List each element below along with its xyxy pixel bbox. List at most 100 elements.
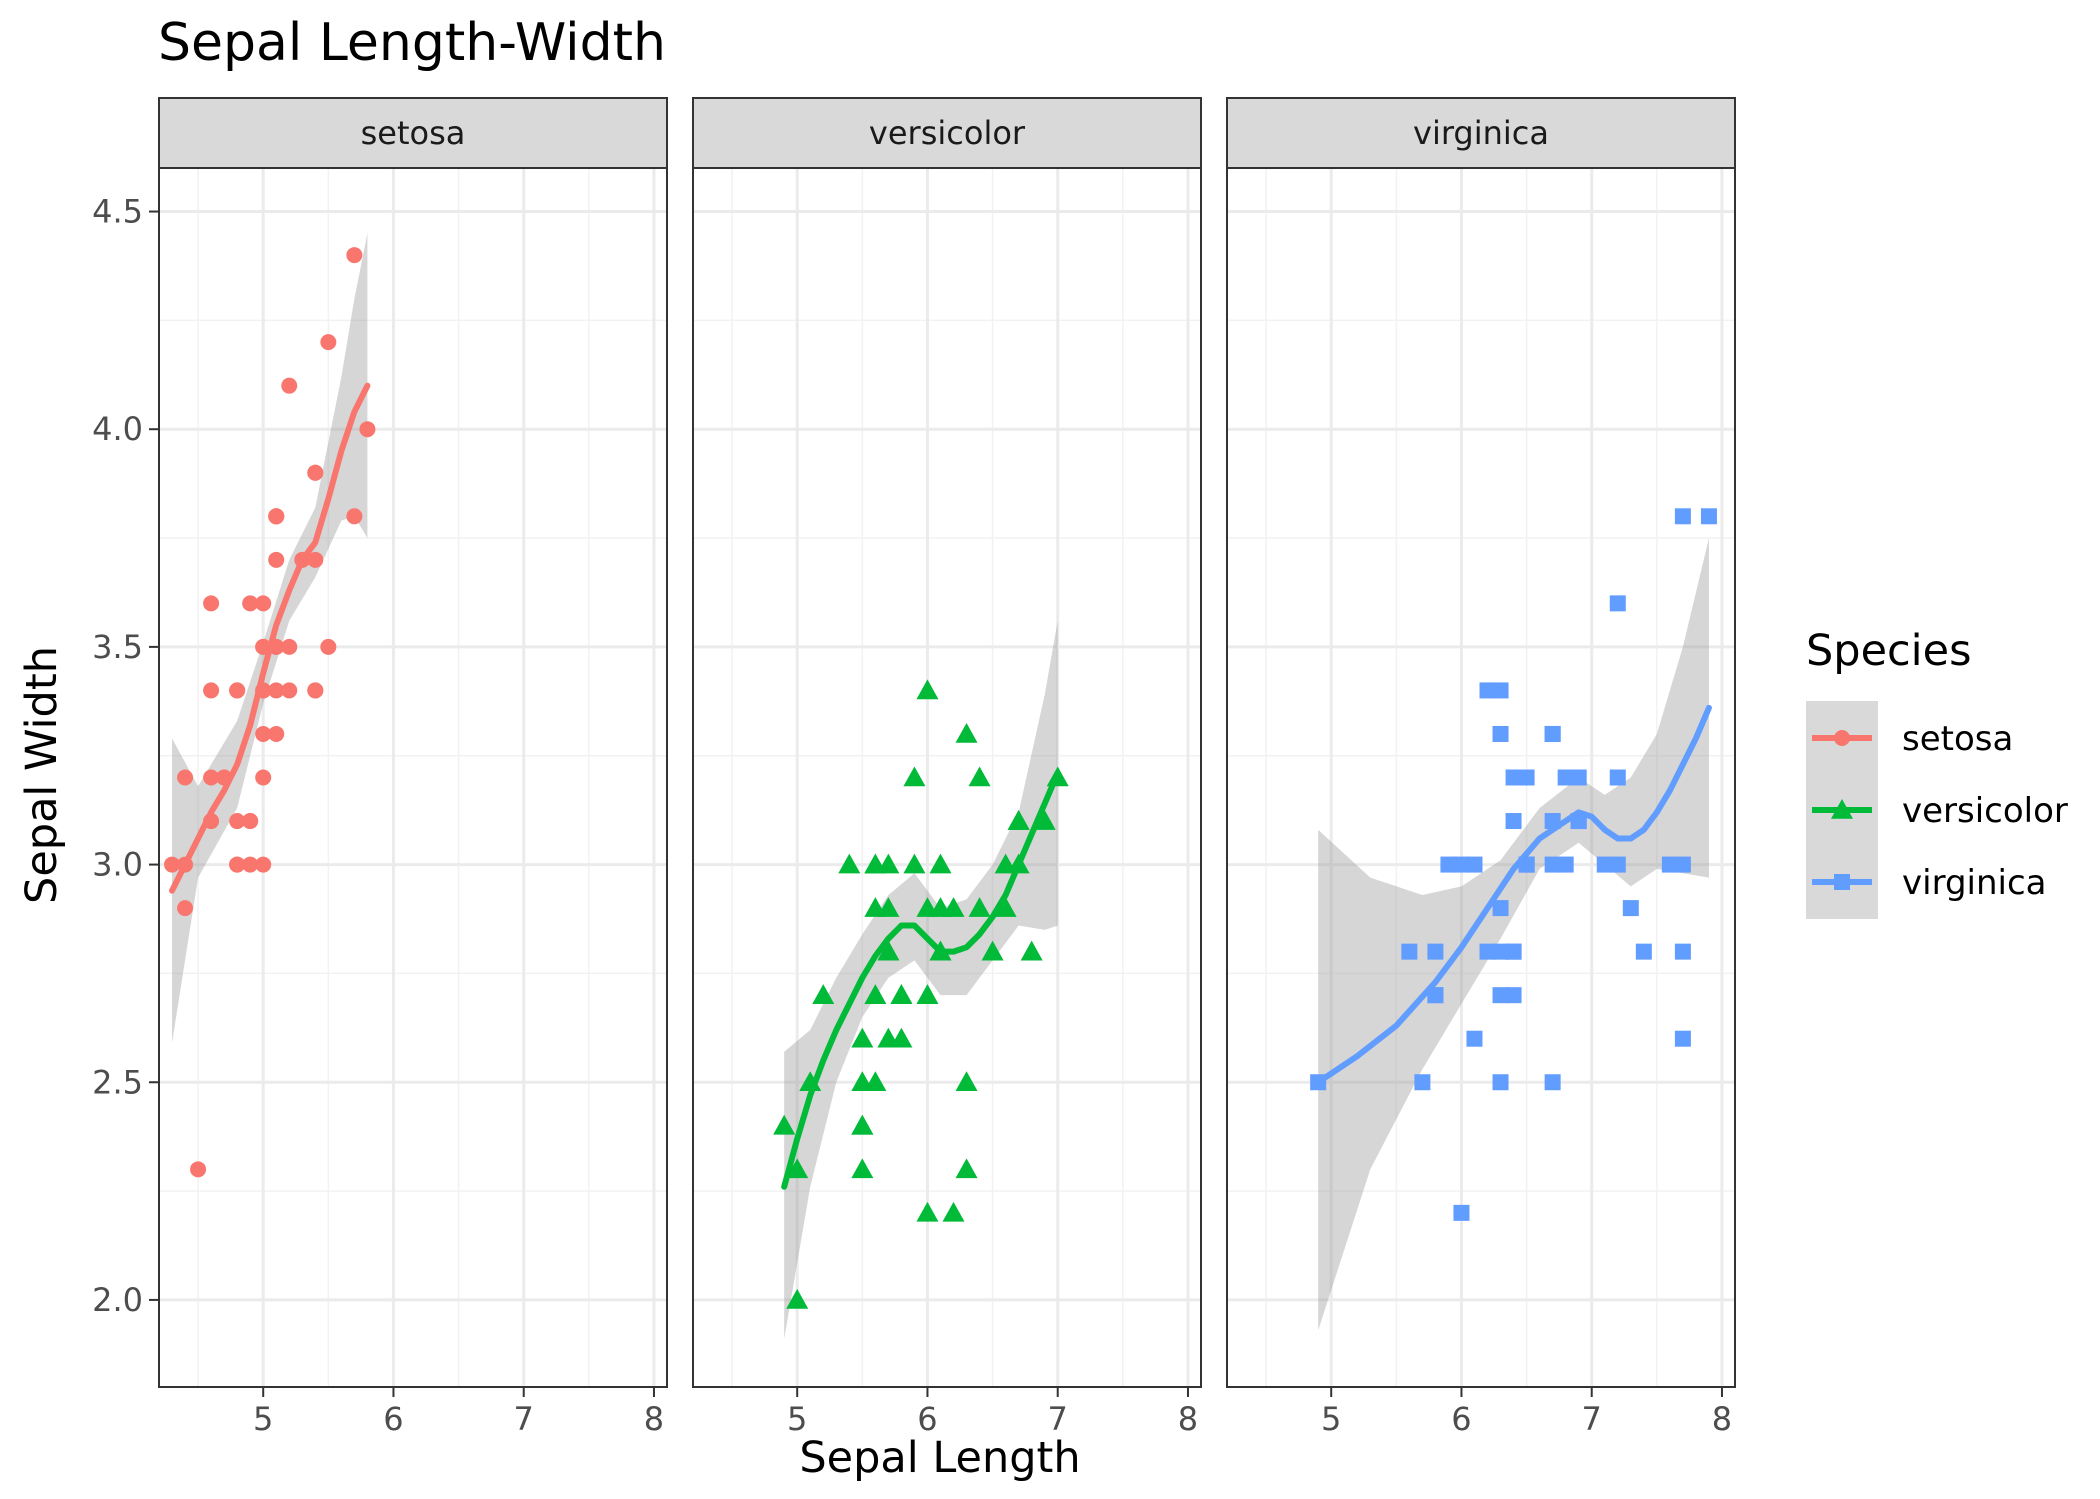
data-point-virginica xyxy=(1557,856,1574,873)
data-point-versicolor xyxy=(968,897,991,917)
data-point-versicolor xyxy=(916,984,939,1004)
data-point-virginica xyxy=(1453,1204,1470,1221)
data-point-virginica xyxy=(1622,900,1639,917)
y-tick-label: 4.5 xyxy=(92,193,143,231)
data-point-virginica xyxy=(1479,943,1496,960)
data-point-virginica xyxy=(1635,943,1652,960)
data-point-setosa xyxy=(268,682,285,699)
data-point-virginica xyxy=(1557,769,1574,786)
data-point-setosa xyxy=(359,421,376,438)
data-point-setosa xyxy=(268,725,285,742)
data-point-virginica xyxy=(1661,856,1678,873)
data-point-versicolor xyxy=(942,897,965,917)
data-point-virginica xyxy=(1492,725,1509,742)
data-point-versicolor xyxy=(851,1158,874,1179)
legend-label-setosa: setosa xyxy=(1902,719,2013,759)
data-point-setosa xyxy=(320,334,337,351)
data-point-virginica xyxy=(1570,769,1587,786)
confidence-band-versicolor xyxy=(784,620,1058,1340)
data-point-setosa xyxy=(307,464,324,481)
data-point-virginica xyxy=(1609,769,1626,786)
data-point-virginica xyxy=(1492,943,1509,960)
y-tick-label: 3.0 xyxy=(92,846,143,884)
data-point-virginica xyxy=(1674,1030,1691,1047)
data-point-virginica xyxy=(1700,508,1717,525)
data-point-virginica xyxy=(1492,987,1509,1004)
data-point-virginica xyxy=(1505,813,1522,830)
data-point-setosa xyxy=(242,813,259,830)
data-point-setosa xyxy=(203,595,220,612)
data-point-setosa xyxy=(203,682,220,699)
data-point-versicolor xyxy=(877,897,900,917)
data-point-virginica xyxy=(1466,856,1483,873)
data-point-versicolor xyxy=(994,897,1017,917)
facet-strip xyxy=(692,97,1202,169)
legend: Species setosa versicolor virginica xyxy=(1806,626,2068,919)
data-point-virginica xyxy=(1544,725,1561,742)
data-point-virginica xyxy=(1596,856,1613,873)
x-tick-label: 6 xyxy=(917,1400,937,1438)
x-tick-label: 8 xyxy=(1178,1400,1198,1438)
data-point-setosa xyxy=(320,638,337,655)
facet-panel-versicolor: versicolor 5 6 7 8 xyxy=(692,97,1202,1438)
data-point-setosa xyxy=(177,769,194,786)
data-point-setosa xyxy=(255,769,272,786)
data-point-versicolor xyxy=(955,1158,978,1179)
data-point-setosa xyxy=(307,682,324,699)
data-point-setosa xyxy=(229,856,246,873)
data-point-versicolor xyxy=(851,1114,874,1135)
data-point-versicolor xyxy=(968,766,991,787)
data-point-virginica xyxy=(1401,943,1418,960)
data-point-versicolor xyxy=(903,766,926,787)
data-point-virginica xyxy=(1518,769,1535,786)
x-tick-label: 5 xyxy=(253,1400,273,1438)
data-point-versicolor xyxy=(916,1201,939,1222)
data-point-virginica xyxy=(1674,943,1691,960)
data-point-setosa xyxy=(242,595,259,612)
facet-strip xyxy=(1226,97,1736,169)
y-tick-label: 2.0 xyxy=(92,1281,143,1319)
data-point-versicolor xyxy=(916,679,939,700)
x-tick-label: 8 xyxy=(644,1400,664,1438)
data-point-virginica xyxy=(1414,1074,1431,1091)
data-point-virginica xyxy=(1453,856,1470,873)
data-point-virginica xyxy=(1505,943,1522,960)
smooth-line-setosa xyxy=(169,382,371,894)
data-point-setosa xyxy=(268,508,285,525)
data-point-versicolor xyxy=(877,940,900,961)
data-point-versicolor xyxy=(955,1071,978,1092)
confidence-band-virginica xyxy=(1318,538,1709,1331)
data-point-virginica xyxy=(1505,769,1522,786)
panel-background xyxy=(693,168,1201,1387)
data-point-versicolor xyxy=(942,1201,965,1222)
data-point-virginica xyxy=(1479,682,1496,699)
data-point-setosa xyxy=(203,769,220,786)
data-point-versicolor xyxy=(851,1027,874,1048)
data-point-setosa xyxy=(281,682,298,699)
data-point-versicolor xyxy=(838,853,861,874)
x-tick-label: 7 xyxy=(1582,1400,1602,1438)
facet-strip xyxy=(158,97,668,169)
data-point-versicolor xyxy=(929,853,952,874)
data-point-setosa xyxy=(281,377,298,394)
legend-label-virginica: virginica xyxy=(1902,863,2047,903)
data-point-setosa xyxy=(255,595,272,612)
facet-strip-label: virginica xyxy=(1413,114,1549,152)
data-point-virginica xyxy=(1505,987,1522,1004)
data-point-setosa xyxy=(307,551,324,568)
data-point-versicolor xyxy=(916,897,939,917)
data-point-virginica xyxy=(1427,987,1444,1004)
y-tick-label: 4.0 xyxy=(92,410,143,448)
data-point-versicolor xyxy=(955,722,978,743)
data-point-versicolor xyxy=(890,1027,913,1048)
panel-background xyxy=(1227,168,1735,1387)
data-point-virginica xyxy=(1492,1074,1509,1091)
facet-strip-label: setosa xyxy=(361,114,466,152)
x-tick-label: 7 xyxy=(1048,1400,1068,1438)
facet-panel-virginica: virginica 5 6 7 8 xyxy=(1226,97,1736,1438)
data-point-setosa xyxy=(346,508,363,525)
x-tick-label: 6 xyxy=(383,1400,403,1438)
facet-strip-label: versicolor xyxy=(869,114,1026,152)
y-tick-label: 3.5 xyxy=(92,628,143,666)
